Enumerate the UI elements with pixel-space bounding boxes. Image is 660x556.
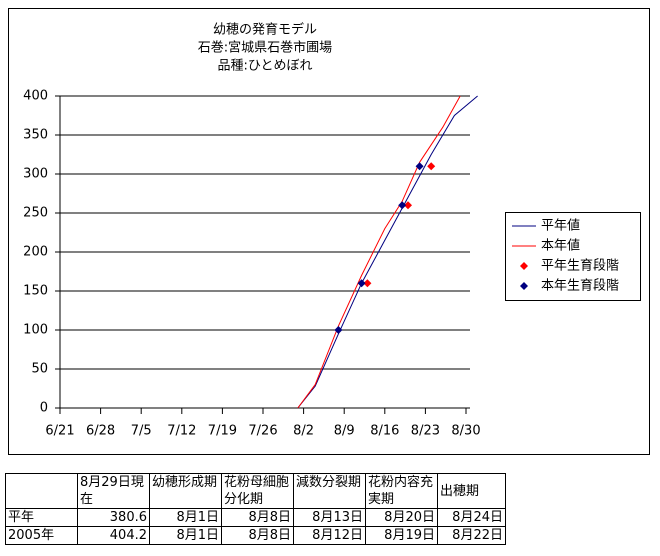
header-cell: 出穂期	[437, 473, 506, 509]
cell: 8月8日	[221, 526, 294, 545]
series-line	[297, 95, 461, 409]
marker	[404, 201, 412, 210]
chart-title: 石巻:宮城県石巻市圃場	[198, 40, 332, 56]
y-tick-label: 400	[23, 89, 48, 104]
cell: 404.2	[77, 526, 150, 545]
cell: 8月8日	[221, 508, 294, 527]
row-label: 平年	[5, 508, 78, 527]
marker	[357, 279, 366, 288]
y-tick-label: 200	[23, 245, 48, 260]
x-tick-label: 7/19	[208, 424, 237, 439]
x-tick-label: 6/28	[86, 424, 115, 439]
legend-label: 本年生育段階	[541, 278, 619, 294]
x-tick-label: 7/26	[248, 424, 277, 439]
y-tick-label: 150	[23, 284, 48, 299]
data-table: 8月29日現在 幼穂形成期 花粉母細胞分化期 減数分裂期 花粉内容充実期 出穂期…	[5, 473, 506, 545]
y-tick-label: 350	[23, 128, 48, 143]
y-tick-label: 50	[31, 362, 48, 377]
x-tick-label: 7/5	[131, 424, 152, 439]
cell: 8月19日	[365, 526, 438, 545]
legend-label: 本年値	[541, 238, 580, 254]
legend-swatch	[520, 282, 528, 290]
x-tick-label: 8/16	[370, 424, 399, 439]
y-tick-label: 250	[23, 206, 48, 221]
legend-swatch	[520, 262, 528, 270]
table-row: 平年 380.6 8月1日 8月8日 8月13日 8月20日 8月24日	[5, 508, 506, 527]
table-row: 2005年 404.2 8月1日 8月8日 8月12日 8月19日 8月22日	[5, 526, 506, 545]
legend-box	[505, 212, 641, 301]
chart-title: 幼穂の発育モデル	[213, 22, 317, 38]
cell: 8月13日	[293, 508, 366, 527]
cell: 8月1日	[149, 526, 222, 545]
y-tick-label: 100	[23, 323, 48, 338]
table-header: 8月29日現在 幼穂形成期 花粉母細胞分化期 減数分裂期 花粉内容充実期 出穂期	[5, 473, 506, 509]
x-tick-label: 8/23	[411, 424, 440, 439]
marker	[363, 279, 372, 288]
marker	[398, 201, 407, 210]
header-cell: 8月29日現在	[77, 473, 150, 509]
marker	[415, 162, 424, 171]
x-tick-label: 6/21	[45, 424, 74, 439]
x-tick-label: 8/2	[293, 424, 314, 439]
cell: 8月20日	[365, 508, 438, 527]
x-tick-label: 8/30	[451, 424, 480, 439]
legend-label: 平年生育段階	[541, 258, 619, 274]
header-cell: 幼穂形成期	[149, 473, 222, 509]
y-tick-label: 0	[40, 401, 48, 416]
header-cell: 花粉内容充実期	[365, 473, 438, 509]
cell: 380.6	[77, 508, 150, 527]
chart-border	[8, 8, 650, 455]
legend-label: 平年値	[541, 218, 580, 234]
cell: 8月24日	[437, 508, 506, 527]
chart-title: 品種:ひとめぼれ	[218, 58, 313, 74]
corner-cell	[5, 473, 78, 509]
cell: 8月22日	[437, 526, 506, 545]
cell: 8月1日	[149, 508, 222, 527]
y-tick-label: 300	[23, 167, 48, 182]
marker	[334, 326, 343, 334]
marker	[427, 162, 436, 171]
x-tick-label: 7/12	[167, 424, 196, 439]
x-tick-label: 8/9	[334, 424, 355, 439]
row-label: 2005年	[5, 526, 78, 545]
series-line	[297, 95, 478, 409]
header-cell: 花粉母細胞分化期	[221, 473, 294, 509]
cell: 8月12日	[293, 526, 366, 545]
header-cell: 減数分裂期	[293, 473, 366, 509]
